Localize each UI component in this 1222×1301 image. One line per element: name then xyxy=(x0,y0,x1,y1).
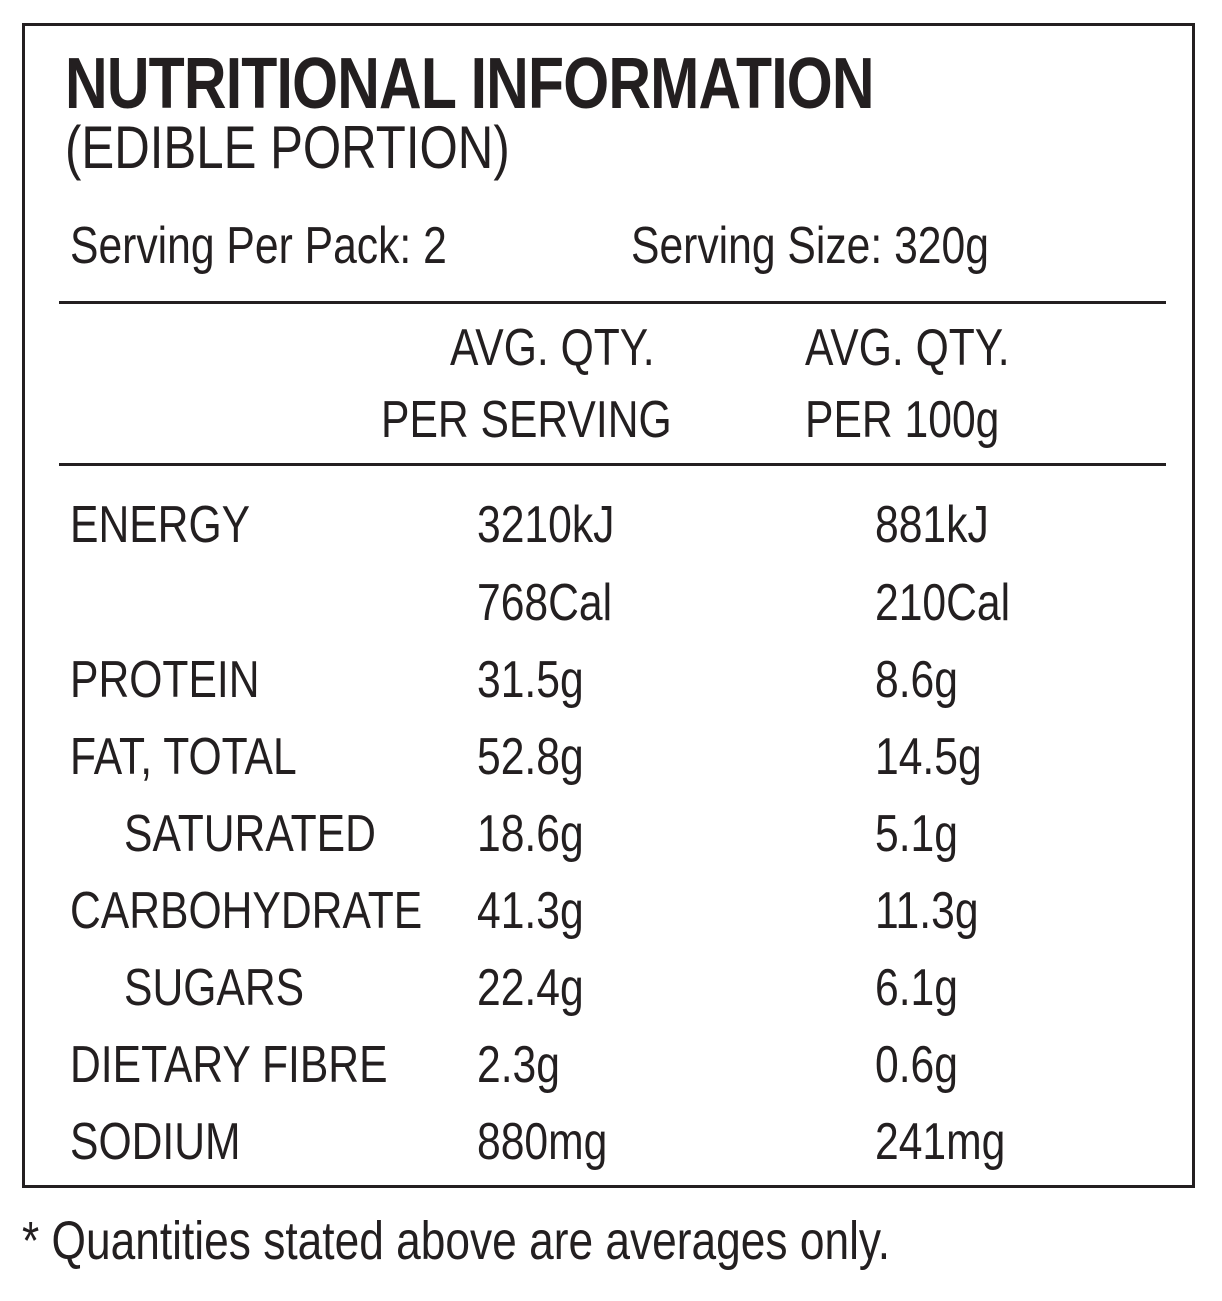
row-label-energy: ENERGY xyxy=(70,499,290,551)
protein-per-100g: 8.6g xyxy=(875,654,976,706)
energy-cal-per-100g-text: 210Cal xyxy=(875,574,1011,632)
protein-per-serving: 31.5g xyxy=(477,654,607,706)
sugars-per-100g: 6.1g xyxy=(875,962,976,1014)
row-label-sugars: SUGARS xyxy=(124,962,344,1014)
panel-title: NUTRITIONAL INFORMATION xyxy=(65,48,1051,120)
carbohydrate-per-serving-text: 41.3g xyxy=(477,882,584,940)
carbohydrate-per-serving: 41.3g xyxy=(477,885,607,937)
fat-total-per-serving: 52.8g xyxy=(477,731,607,783)
row-label-fat-total: FAT, TOTAL xyxy=(70,731,346,783)
servings-per-pack: Serving Per Pack: 2 xyxy=(70,220,530,272)
carbohydrate-per-100g: 11.3g xyxy=(875,885,1001,937)
dietary-fibre-per-100g-text: 0.6g xyxy=(875,1036,958,1094)
row-label-saturated-text: SATURATED xyxy=(124,805,376,863)
sodium-per-100g: 241mg xyxy=(875,1116,1034,1168)
protein-per-100g-text: 8.6g xyxy=(875,651,958,709)
header-top-divider xyxy=(59,301,1166,304)
energy-cal-per-serving: 768Cal xyxy=(477,577,642,629)
dietary-fibre-per-serving-text: 2.3g xyxy=(477,1036,560,1094)
sodium-per-serving-text: 880mg xyxy=(477,1113,608,1171)
fat-total-per-100g: 14.5g xyxy=(875,731,1005,783)
serving-size: Serving Size: 320g xyxy=(631,220,1068,272)
energy-kj-per-100g: 881kJ xyxy=(875,499,1014,551)
serving-size-text: Serving Size: 320g xyxy=(631,217,989,275)
row-label-protein-text: PROTEIN xyxy=(70,651,260,709)
row-label-dietary-fibre: DIETARY FIBRE xyxy=(70,1039,457,1091)
sugars-per-serving-text: 22.4g xyxy=(477,959,584,1017)
carbohydrate-per-100g-text: 11.3g xyxy=(875,882,979,940)
servings-per-pack-text: Serving Per Pack: 2 xyxy=(70,217,447,275)
col-header-per-serving-line2: PER SERVING xyxy=(381,394,735,446)
saturated-per-serving: 18.6g xyxy=(477,808,607,860)
row-label-carbohydrate: CARBOHYDRATE xyxy=(70,885,500,937)
footnote: * Quantities stated above are averages o… xyxy=(22,1214,1081,1268)
saturated-per-serving-text: 18.6g xyxy=(477,805,584,863)
col-header-per-100g-line1: AVG. QTY. xyxy=(805,322,1055,374)
energy-kj-per-100g-text: 881kJ xyxy=(875,496,989,554)
col-header-per-serving-line1-text: AVG. QTY. xyxy=(450,319,655,377)
row-label-energy-text: ENERGY xyxy=(70,496,251,554)
protein-per-serving-text: 31.5g xyxy=(477,651,584,709)
sodium-per-100g-text: 241mg xyxy=(875,1113,1006,1171)
row-label-dietary-fibre-text: DIETARY FIBRE xyxy=(70,1036,388,1094)
panel-title-text: NUTRITIONAL INFORMATION xyxy=(65,44,875,124)
footnote-text: * Quantities stated above are averages o… xyxy=(22,1211,891,1271)
panel-subtitle: (EDIBLE PORTION) xyxy=(65,118,607,178)
row-label-fat-total-text: FAT, TOTAL xyxy=(70,728,297,786)
saturated-per-100g: 5.1g xyxy=(875,808,976,860)
fat-total-per-serving-text: 52.8g xyxy=(477,728,584,786)
header-bottom-divider xyxy=(59,463,1166,466)
dietary-fibre-per-serving: 2.3g xyxy=(477,1039,578,1091)
dietary-fibre-per-100g: 0.6g xyxy=(875,1039,976,1091)
row-label-sodium: SODIUM xyxy=(70,1116,278,1168)
col-header-per-100g-line2-text: PER 100g xyxy=(805,391,1000,449)
row-label-protein: PROTEIN xyxy=(70,654,301,706)
row-label-sodium-text: SODIUM xyxy=(70,1113,241,1171)
col-header-per-100g-line1-text: AVG. QTY. xyxy=(805,319,1010,377)
energy-kj-per-serving-text: 3210kJ xyxy=(477,496,615,554)
energy-kj-per-serving: 3210kJ xyxy=(477,499,645,551)
sugars-per-serving: 22.4g xyxy=(477,962,607,1014)
energy-cal-per-100g: 210Cal xyxy=(875,577,1040,629)
col-header-per-serving-line1: AVG. QTY. xyxy=(450,322,700,374)
col-header-per-serving-line2-text: PER SERVING xyxy=(381,391,672,449)
energy-cal-per-serving-text: 768Cal xyxy=(477,574,613,632)
fat-total-per-100g-text: 14.5g xyxy=(875,728,982,786)
row-label-carbohydrate-text: CARBOHYDRATE xyxy=(70,882,423,940)
sodium-per-serving: 880mg xyxy=(477,1116,636,1168)
row-label-sugars-text: SUGARS xyxy=(124,959,305,1017)
row-label-saturated: SATURATED xyxy=(124,808,431,860)
nutrition-panel: NUTRITIONAL INFORMATION (EDIBLE PORTION)… xyxy=(22,23,1195,1188)
sugars-per-100g-text: 6.1g xyxy=(875,959,958,1017)
col-header-per-100g-line2: PER 100g xyxy=(805,394,1042,446)
saturated-per-100g-text: 5.1g xyxy=(875,805,958,863)
panel-subtitle-text: (EDIBLE PORTION) xyxy=(65,114,510,181)
